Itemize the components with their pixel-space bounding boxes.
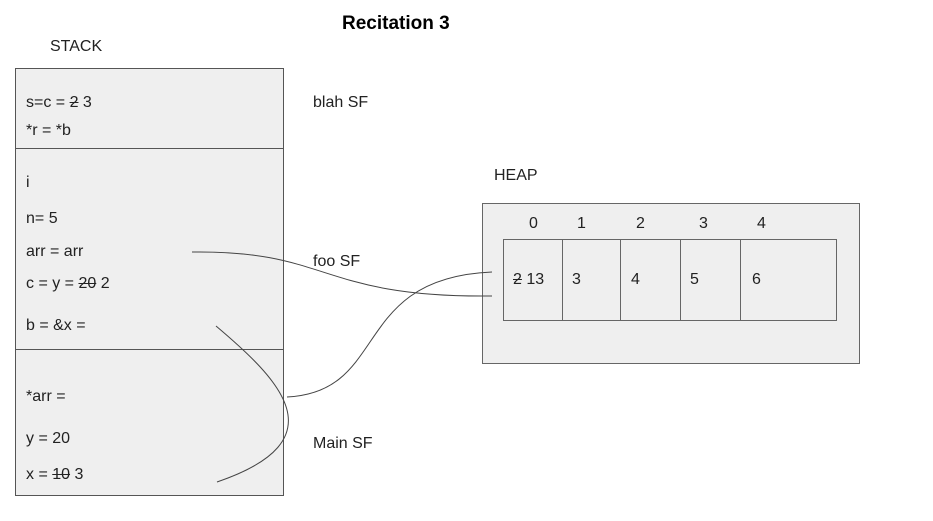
foo-line-arr: arr = arr bbox=[26, 243, 84, 260]
stack-label: STACK bbox=[50, 38, 103, 55]
main-line-y: y = 20 bbox=[26, 430, 71, 447]
frame-label-blah: blah SF bbox=[313, 94, 369, 111]
heap-cell-value: 3 bbox=[572, 271, 581, 288]
blah-line-r: *r = *b bbox=[26, 122, 71, 139]
heap-index: 3 bbox=[699, 215, 708, 232]
heap-index: 0 bbox=[529, 215, 538, 232]
foo-line-n: n= 5 bbox=[26, 210, 58, 227]
diagram-title: Recitation 3 bbox=[342, 13, 450, 34]
heap-index: 1 bbox=[577, 215, 586, 232]
foo-line-c: c = y = 20 2 bbox=[26, 275, 110, 292]
heap-cell-divider bbox=[740, 239, 741, 321]
stack-frame-foo bbox=[15, 148, 284, 351]
heap-cell-value: 6 bbox=[752, 271, 761, 288]
heap-cell-value: 2 13 bbox=[513, 271, 545, 288]
frame-label-foo: foo SF bbox=[313, 253, 361, 270]
heap-index: 2 bbox=[636, 215, 645, 232]
heap-cell-divider bbox=[562, 239, 563, 321]
main-line-arr: *arr = bbox=[26, 388, 66, 405]
heap-array bbox=[503, 239, 837, 321]
stack-frame-blah bbox=[15, 68, 284, 150]
heap-index: 4 bbox=[757, 215, 766, 232]
heap-cell-divider bbox=[620, 239, 621, 321]
main-line-x: x = 10 3 bbox=[26, 466, 84, 483]
blah-line-s: s=c = 2 3 bbox=[26, 94, 92, 111]
heap-cell-value: 5 bbox=[690, 271, 699, 288]
heap-cell-value: 4 bbox=[631, 271, 640, 288]
main-arr-pointer bbox=[286, 271, 493, 398]
heap-cell-divider bbox=[680, 239, 681, 321]
foo-line-i: i bbox=[26, 174, 30, 191]
heap-label: HEAP bbox=[494, 167, 538, 184]
foo-line-b: b = &x = bbox=[26, 317, 86, 334]
frame-label-main: Main SF bbox=[313, 435, 373, 452]
